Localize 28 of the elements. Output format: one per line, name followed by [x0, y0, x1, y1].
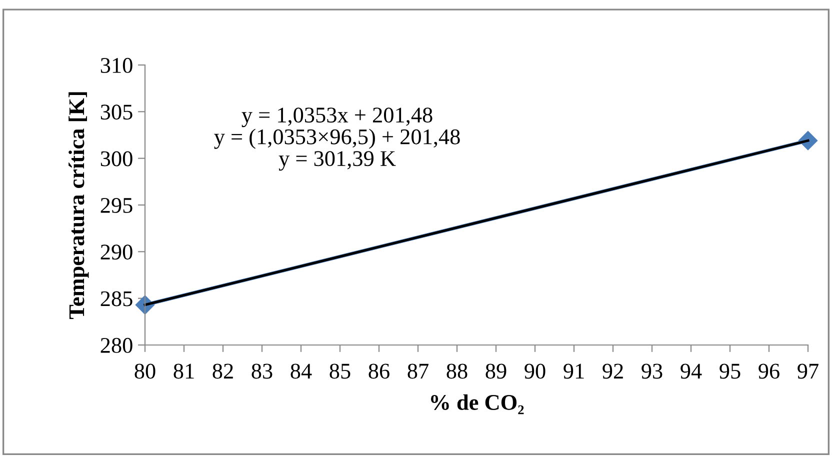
x-tick-label: 85 — [330, 364, 350, 379]
x-tick-label: 95 — [720, 364, 740, 379]
x-tick-label: 87 — [408, 364, 428, 379]
x-tick-label: 97 — [798, 364, 818, 379]
annotation: y = 1,0353x + 201,48 y = (1,0353×96,5) + 201,48 y = 301,39 K — [214, 108, 460, 171]
x-tick-label: 89 — [486, 364, 506, 379]
y-tick-label: 280 — [100, 338, 132, 353]
y-tick-label: 310 — [100, 58, 132, 73]
y-tick-label: 300 — [100, 151, 132, 166]
x-tick-label: 82 — [212, 364, 233, 379]
x-tick-label: 93 — [642, 364, 662, 379]
x-axis-title: % de CO₂ — [431, 394, 524, 414]
x-tick-label: 90 — [524, 364, 546, 379]
x-tick-label: 84 — [290, 364, 312, 379]
x-tick-label: 81 — [174, 364, 194, 379]
x-tick-label: 86 — [368, 364, 390, 379]
x-tick-label: 91 — [564, 364, 584, 379]
x-tick-label: 80 — [134, 364, 156, 379]
y-tick-label: 285 — [100, 291, 132, 306]
x-tick-label: 88 — [446, 364, 468, 379]
y-tick-label: 290 — [100, 244, 132, 260]
x-tick-label: 92 — [602, 364, 623, 379]
x-tick-label: 96 — [758, 364, 780, 379]
x-tick-label: 94 — [680, 364, 702, 379]
y-tick-label: 305 — [100, 104, 132, 120]
y-tick-label: 295 — [100, 198, 132, 213]
y-axis-title: Temperatura crítica [K] — [68, 92, 89, 320]
x-tick-label: 83 — [252, 364, 272, 379]
